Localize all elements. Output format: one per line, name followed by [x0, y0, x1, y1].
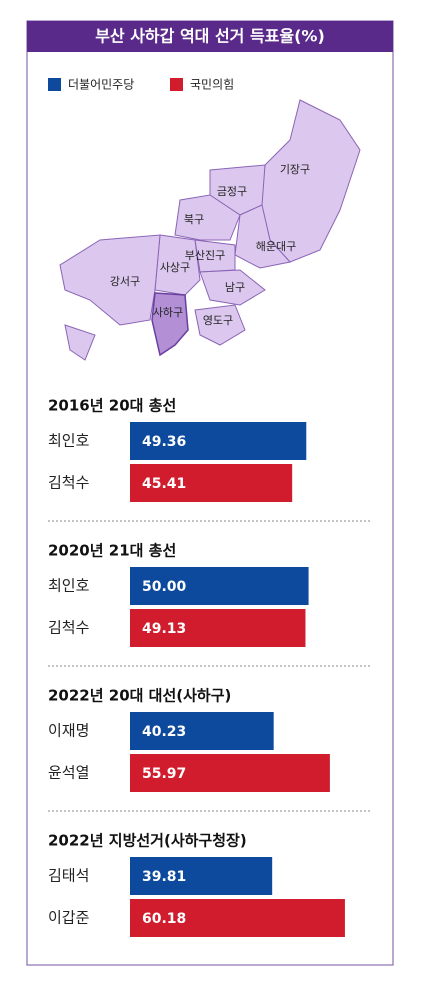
map-area: [194, 304, 246, 346]
category-label: 최인호: [48, 577, 90, 595]
district-label: 기장구: [280, 163, 310, 176]
bar: [130, 609, 306, 647]
district-label: 남구: [225, 281, 245, 294]
category-label: 최인호: [48, 432, 90, 450]
category-label: 이갑준: [48, 909, 90, 927]
bar: [130, 464, 293, 502]
district-label: 영도구: [203, 314, 233, 327]
value-label: 50.00: [142, 579, 187, 595]
value-label: 45.41: [142, 476, 186, 492]
district-label: 부산진구: [185, 249, 225, 262]
legend-label: 국민의힘: [190, 78, 234, 92]
map-area: [64, 324, 96, 361]
district-label: 금정구: [217, 185, 247, 198]
district-label: 강서구: [110, 275, 140, 288]
category-label: 윤석열: [48, 764, 89, 782]
map: [59, 99, 361, 361]
district-label: 사하구: [153, 305, 183, 319]
chart-title: 2022년 20대 대선(사하구): [48, 687, 231, 705]
category-label: 이재명: [48, 722, 89, 740]
map-area: [259, 99, 361, 263]
bar: [130, 422, 307, 460]
bar: [130, 712, 274, 750]
district-label: 해운대구: [256, 239, 296, 253]
chart-title: 2020년 21대 총선: [48, 542, 176, 560]
map-area: [59, 234, 161, 326]
chart-title: 2022년 지방선거(사하구청장): [48, 832, 247, 850]
bar: [130, 899, 345, 937]
chart-title: 2016년 20대 총선: [48, 397, 176, 415]
category-label: 김척수: [48, 474, 89, 492]
map-area: [174, 194, 241, 241]
value-label: 60.18: [142, 911, 186, 927]
category-label: 김척수: [48, 619, 89, 637]
legend-swatch: [48, 78, 61, 91]
value-label: 55.97: [142, 766, 186, 782]
bar: [130, 857, 273, 895]
district-label: 북구: [184, 213, 204, 226]
map-area: [199, 269, 266, 306]
title-bar: [27, 21, 393, 52]
value-label: 49.36: [142, 434, 186, 450]
bar: [130, 754, 330, 792]
legend-label: 더불어민주당: [68, 78, 134, 92]
value-label: 39.81: [142, 869, 186, 885]
title: 부산 사하갑 역대 선거 득표율(%): [95, 27, 325, 46]
legend-swatch: [170, 78, 183, 91]
category-label: 김태석: [48, 867, 89, 885]
value-label: 40.23: [142, 724, 186, 740]
map-area-highlight: [151, 292, 189, 357]
bar: [130, 567, 309, 605]
district-label: 사상구: [160, 261, 190, 274]
value-label: 49.13: [142, 621, 186, 637]
